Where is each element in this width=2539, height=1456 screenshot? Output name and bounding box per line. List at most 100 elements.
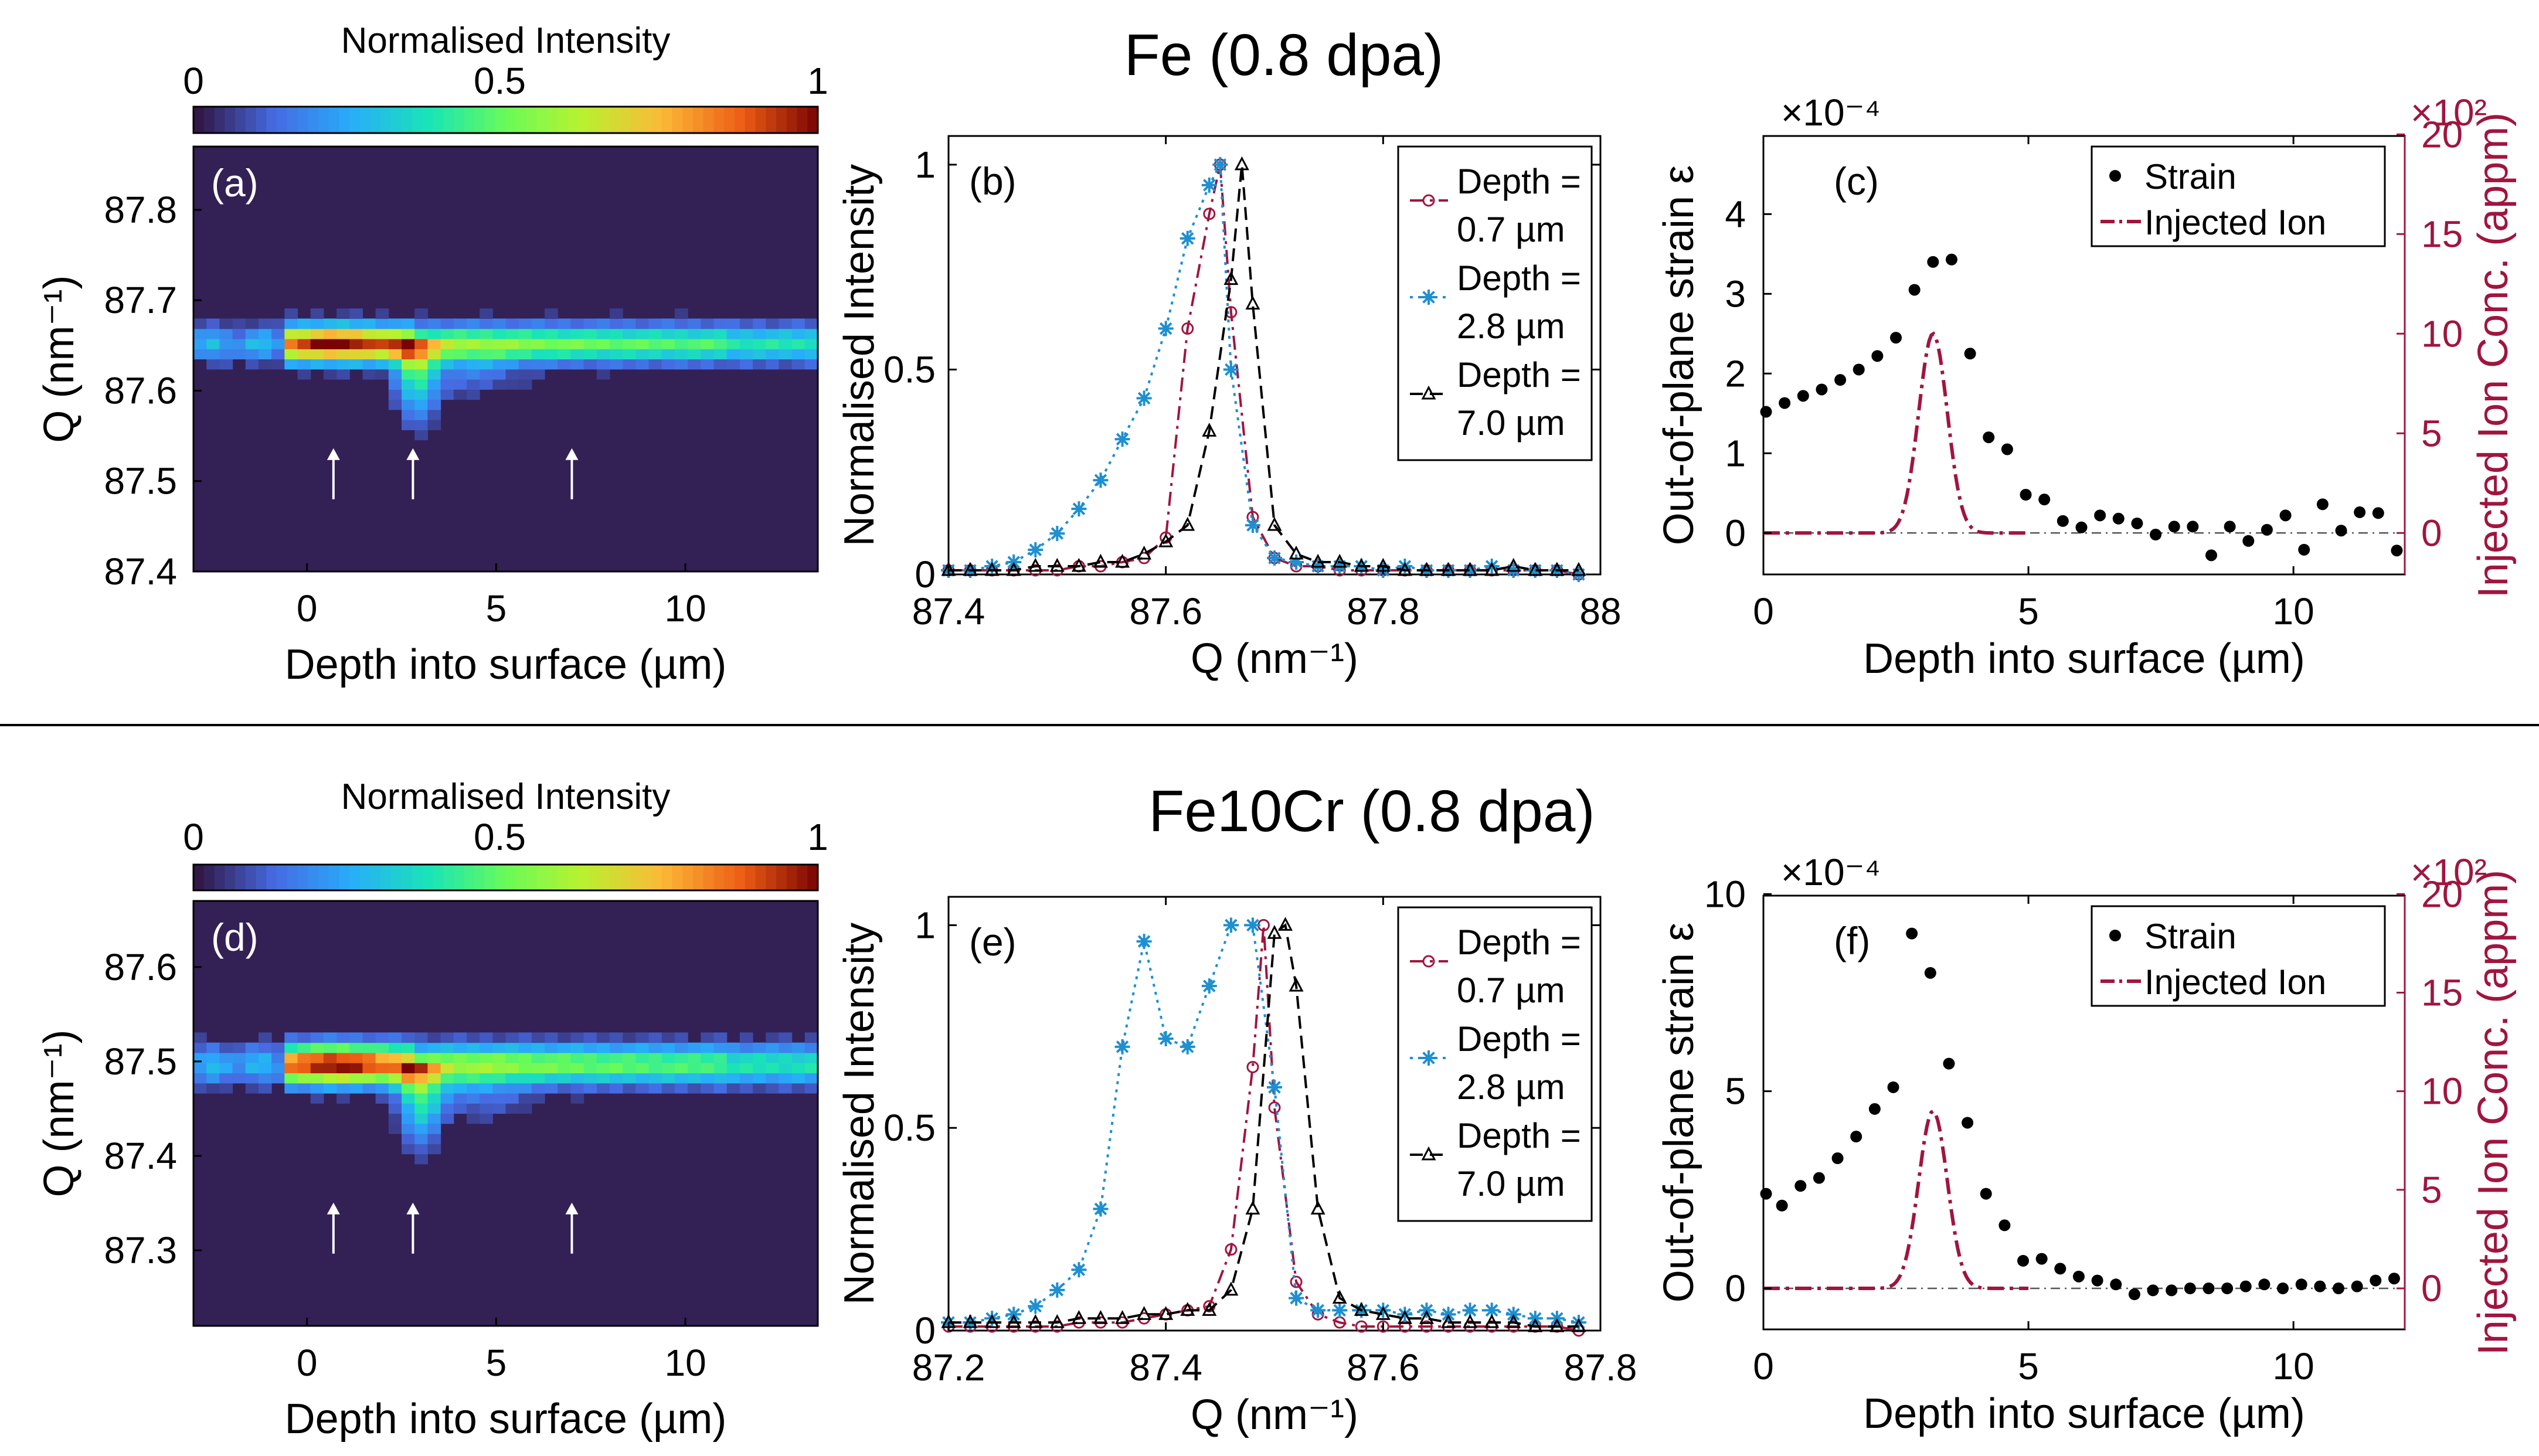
- strain-point: [1945, 253, 1957, 266]
- data-point: [1484, 1302, 1500, 1318]
- ion-concentration-line: [1763, 1108, 2029, 1290]
- legend-label: 7.0 µm: [1457, 403, 1565, 443]
- heatmap-cell: [688, 318, 701, 329]
- heatmap-cell: [688, 359, 701, 370]
- heatmap-cell: [480, 308, 493, 319]
- legend-label: 0.7 µm: [1457, 971, 1565, 1010]
- heatmap-cell: [701, 328, 715, 339]
- heatmap-cell: [388, 1073, 402, 1084]
- panel-label: (d): [211, 916, 259, 959]
- heatmap-cell: [610, 318, 623, 329]
- colorbar-segment: [713, 107, 725, 133]
- heatmap-cell: [518, 359, 532, 370]
- heatmap-cell: [570, 359, 584, 370]
- strain-point: [1797, 390, 1809, 402]
- colorbar-segment: [599, 107, 610, 133]
- colorbar-segment: [339, 865, 351, 890]
- heatmap-cell: [505, 379, 519, 390]
- strain-point: [1816, 383, 1828, 396]
- data-point: [1071, 1262, 1087, 1278]
- y-tick-label: 3: [1725, 273, 1746, 315]
- colorbar-segment: [297, 865, 309, 890]
- heatmap-cell: [310, 1063, 324, 1074]
- colorbar-segment: [547, 107, 559, 133]
- heatmap-cell: [466, 1103, 480, 1114]
- heatmap-cell: [753, 1073, 766, 1084]
- data-point: [1441, 562, 1456, 576]
- heatmap-cell: [766, 1042, 780, 1053]
- heatmap-cell: [674, 318, 688, 329]
- strain-point: [2354, 506, 2366, 518]
- heatmap-cell: [402, 399, 415, 410]
- heatmap-cell: [531, 349, 545, 360]
- heatmap-cell: [766, 1032, 780, 1043]
- heatmap-cell: [583, 349, 597, 360]
- heatmap-cell: [492, 1032, 507, 1043]
- data-point: [1115, 1310, 1130, 1324]
- strain-point: [1962, 1117, 1974, 1129]
- data-point: [1310, 1200, 1325, 1215]
- heatmap-cell: [505, 359, 519, 370]
- heatmap-cell: [440, 318, 454, 329]
- colorbar-segment: [516, 865, 527, 890]
- heatmap-cell: [688, 1073, 701, 1084]
- data-point: [1093, 553, 1108, 568]
- heatmap-cell: [440, 379, 454, 390]
- colorbar-segment: [620, 865, 631, 890]
- heatmap-cell: [402, 1103, 415, 1114]
- heatmap-cell: [596, 1073, 610, 1084]
- heatmap-cell: [648, 338, 662, 349]
- data-point: [963, 562, 978, 576]
- heatmap-cell: [427, 338, 441, 349]
- data-point: [1201, 177, 1217, 193]
- heatmap-cell: [414, 1073, 428, 1084]
- heatmap-cell: [558, 328, 572, 339]
- heatmap-cell: [623, 1083, 636, 1094]
- heatmap-cell: [753, 1083, 766, 1094]
- colorbar-segment: [214, 107, 226, 133]
- data-point: [1528, 1318, 1543, 1332]
- heatmap-cell: [427, 1063, 441, 1074]
- heatmap-cell: [440, 338, 454, 349]
- heatmap-cell: [402, 338, 415, 349]
- heatmap-cell: [427, 1103, 441, 1114]
- heatmap-cell: [206, 349, 220, 360]
- x-tick-label: 88: [1579, 590, 1621, 632]
- x-tick-label: 10: [2273, 1345, 2314, 1387]
- data-point: [1462, 1302, 1478, 1318]
- heatmap-cell: [271, 349, 285, 360]
- colorbar-tick-label: 1: [807, 60, 828, 102]
- heatmap-cell: [206, 1073, 220, 1084]
- heatmap-cell: [219, 338, 233, 349]
- x-tick-label: 10: [664, 587, 706, 630]
- data-point: [1180, 1039, 1195, 1054]
- strain-point: [2020, 489, 2032, 501]
- heatmap-cell: [610, 1063, 623, 1074]
- heatmap-cell: [701, 1063, 715, 1074]
- heatmap-cell: [466, 1052, 480, 1063]
- heatmap-cell: [701, 1052, 715, 1063]
- y-tick-label: 4: [1725, 193, 1746, 235]
- colorbar-segment: [203, 865, 215, 890]
- heatmap-cell: [713, 1042, 728, 1053]
- strain-point: [1779, 397, 1791, 409]
- heatmap-cell: [414, 1103, 428, 1114]
- y-tick-label: 87.6: [104, 369, 177, 411]
- heatmap-cell: [583, 1083, 597, 1094]
- strain-point: [2295, 1278, 2307, 1291]
- heatmap-cell: [388, 1113, 402, 1124]
- x-tick-label: 5: [486, 1342, 507, 1384]
- heatmap-cell: [596, 1083, 610, 1094]
- heatmap-cell: [362, 1063, 376, 1074]
- data-point: [1245, 518, 1260, 533]
- data-point: [1158, 321, 1174, 336]
- heatmap-cell: [453, 1063, 467, 1074]
- heatmap-cell: [375, 369, 389, 380]
- heatmap-cell: [402, 349, 415, 360]
- data-point: [1278, 917, 1293, 931]
- heatmap-cell: [623, 349, 636, 360]
- heatmap-cell: [492, 1052, 507, 1063]
- heatmap-cell: [232, 1042, 246, 1053]
- heatmap-cell: [480, 1093, 493, 1104]
- colorbar-label: Normalised Intensity: [341, 777, 671, 817]
